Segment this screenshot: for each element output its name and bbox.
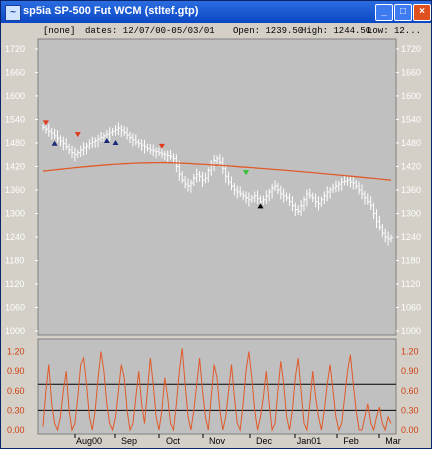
date-label: Sep [121,436,137,446]
osc-tick-label-left: 0.30 [7,405,25,415]
price-tick-label-left: 1660 [5,67,25,77]
price-tick-label-left: 1180 [5,255,24,265]
date-label: Jan01 [297,436,322,446]
price-tick-label-right: 1720 [401,44,421,54]
maximize-button[interactable]: □ [394,4,412,21]
date-label: Mar [385,436,401,446]
date-range: dates: 12/07/00-05/03/01 [85,26,215,36]
window-title: sp5ia SP-500 Fut WCM (stltef.gtp) [23,5,199,17]
date-label: Nov [209,436,226,446]
osc-tick-label-left: 1.20 [7,347,25,357]
price-tick-label-left: 1060 [5,302,25,312]
price-bars [42,122,393,246]
study-label: [none] [43,26,76,36]
osc-tick-label-right: 0.30 [401,405,419,415]
price-tick-label-right: 1360 [401,185,421,195]
signal-arrow-navy [112,139,119,145]
price-tick-label-right: 1120 [401,279,420,289]
price-axis: 1000 1000 1060 1060 1120 1120 1180 1180 1240 1240… [5,44,421,336]
app-icon[interactable]: ~ [5,5,21,21]
price-tick-label-right: 1420 [401,161,421,171]
price-tick-label-left: 1540 [5,114,25,124]
price-tick-label-right: 1300 [401,208,421,218]
price-tick-label-right: 1600 [401,91,421,101]
signal-arrow-red [158,143,165,149]
price-tick-label-right: 1240 [401,232,421,242]
signal-arrow-black [257,203,264,209]
signal-arrow-navy [51,140,58,146]
date-label: Dec [256,436,273,446]
price-tick-label-left: 1240 [5,232,25,242]
close-button[interactable]: × [413,4,431,21]
signal-arrow-red [74,132,81,138]
low-value: Low: 12... [367,26,422,36]
osc-tick-label-left: 0.60 [7,386,25,396]
price-tick-label-left: 1360 [5,185,25,195]
price-tick-label-left: 1120 [5,279,24,289]
price-tick-label-right: 1540 [401,114,421,124]
open-value: Open: 1239.50 [233,26,304,36]
osc-tick-label-right: 0.90 [401,366,419,376]
oscillator-axis: 0.00 0.00 0.30 0.30 0.60 0.60 0.90 0.90 1.20 1.20 [7,347,419,435]
oscillator-line [42,348,392,432]
date-label: Oct [166,436,181,446]
osc-tick-label-right: 0.00 [401,425,419,435]
high-value: High: 1244.50 [301,26,372,36]
signal-arrow-navy [103,137,110,143]
price-tick-label-right: 1180 [401,255,420,265]
osc-tick-label-left: 0.00 [7,425,25,435]
price-tick-label-right: 1660 [401,67,421,77]
signal-arrows [42,120,264,209]
info-bar: [none] dates: 12/07/00-05/03/01 Open: 12… [3,24,429,38]
price-tick-label-left: 1420 [5,161,25,171]
price-tick-label-left: 1720 [5,44,25,54]
price-tick-label-right: 1060 [401,302,421,312]
minimize-button[interactable]: _ [375,4,393,21]
title-bar[interactable]: ~ sp5ia SP-500 Fut WCM (stltef.gtp) _ □ … [1,1,431,23]
price-tick-label-left: 1300 [5,208,25,218]
signal-arrow-green [243,170,249,176]
price-tick-label-left: 1000 [5,326,25,336]
osc-tick-label-right: 0.60 [401,386,419,396]
price-panel [37,38,397,336]
signal-arrow-red [42,120,49,126]
moving-average-line [42,161,392,181]
price-tick-label-left: 1480 [5,138,25,148]
date-label: Aug00 [76,436,102,446]
osc-tick-label-left: 0.90 [7,366,25,376]
price-tick-label-right: 1000 [401,326,421,336]
osc-tick-label-right: 1.20 [401,347,419,357]
price-tick-label-right: 1480 [401,138,421,148]
date-axis: Aug00 Sep Oct Nov Dec Jan01 Feb Mar [74,434,401,446]
date-label: Feb [343,436,359,446]
price-tick-label-left: 1600 [5,91,25,101]
